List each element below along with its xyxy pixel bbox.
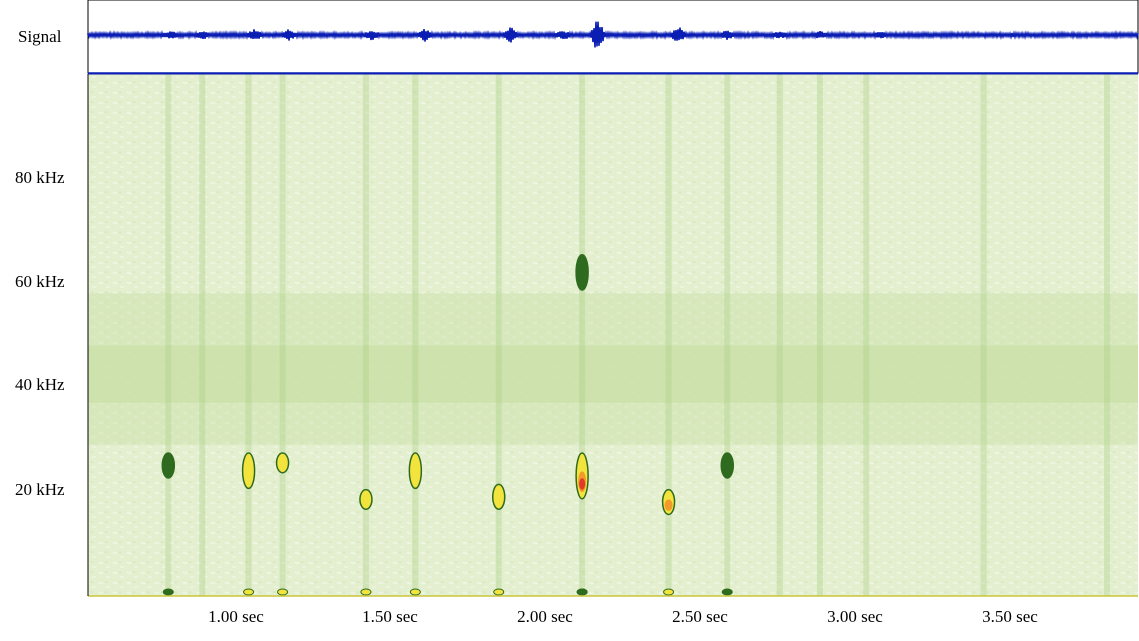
spectrogram-panel — [87, 73, 1138, 597]
call-4 — [408, 452, 423, 490]
streak-7 — [579, 74, 586, 596]
streak-3 — [279, 74, 286, 596]
streak-1 — [199, 74, 206, 596]
y-tick-label-60: 60 kHz — [15, 272, 65, 291]
x-tick-label-3.00: 3.00 sec — [827, 607, 883, 626]
x-tick-label-3.50: 3.50 sec — [982, 607, 1038, 626]
call-7-echo — [576, 588, 588, 596]
streak-9 — [724, 74, 731, 596]
x-tick-label-2.50: 2.50 sec — [672, 607, 728, 626]
signal-label: Signal — [18, 27, 62, 46]
call-3 — [359, 488, 373, 511]
waveform-panel — [87, 0, 1139, 74]
call-4-echo — [409, 588, 421, 596]
streak-8 — [665, 74, 672, 596]
call-9-echo — [721, 588, 733, 596]
call-5 — [491, 483, 506, 511]
call-7 — [575, 253, 589, 291]
call-8-core — [664, 499, 673, 511]
x-tick-label-1.50: 1.50 sec — [362, 607, 418, 626]
call-6-peak — [579, 478, 586, 490]
call-3-echo — [360, 588, 372, 596]
call-2 — [275, 452, 290, 474]
x-tick-label-1.00: 1.00 sec — [208, 607, 264, 626]
noise-band — [88, 345, 1138, 403]
call-9 — [720, 452, 735, 479]
streak-10 — [776, 74, 783, 596]
call-0 — [161, 452, 176, 479]
x-tick-label-2.00: 2.00 sec — [517, 607, 573, 626]
call-8-echo — [663, 588, 675, 596]
call-5-echo — [493, 588, 505, 596]
streak-0 — [165, 74, 172, 596]
streak-11 — [816, 74, 823, 596]
streak-5 — [412, 74, 419, 596]
call-1-echo — [243, 588, 255, 596]
call-1 — [241, 452, 256, 490]
streak-14 — [1104, 74, 1111, 596]
streak-12 — [863, 74, 870, 596]
streak-2 — [245, 74, 252, 596]
signal-waveform — [87, 21, 1139, 48]
y-tick-label-20: 20 kHz — [15, 480, 65, 499]
spectrogram-noise — [88, 74, 1138, 596]
streak-13 — [980, 74, 987, 596]
call-0-echo — [162, 588, 174, 596]
y-tick-label-40: 40 kHz — [15, 375, 65, 394]
call-2-echo — [277, 588, 289, 596]
streak-6 — [495, 74, 502, 596]
streak-4 — [362, 74, 369, 596]
y-tick-label-80: 80 kHz — [15, 168, 65, 187]
